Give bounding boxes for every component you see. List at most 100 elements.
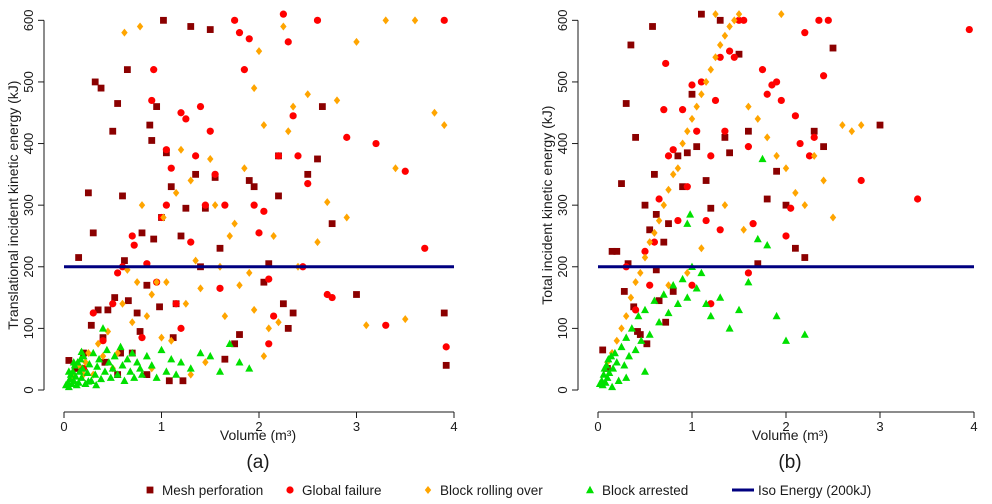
- data-point-square: [123, 66, 131, 74]
- data-point-triangle: [91, 370, 100, 378]
- data-point-triangle: [673, 299, 682, 307]
- data-point-square: [782, 201, 790, 209]
- data-point-circle: [177, 109, 185, 117]
- data-point-square: [652, 266, 660, 274]
- data-point-diamond: [250, 305, 258, 314]
- data-point-square: [304, 170, 312, 178]
- data-point-diamond: [99, 352, 107, 361]
- y-tick-label: 500: [21, 71, 36, 93]
- data-point-triangle: [620, 361, 629, 369]
- data-point-triangle: [753, 234, 762, 243]
- data-point-square: [624, 260, 632, 268]
- data-point-triangle: [147, 361, 156, 369]
- data-point-diamond: [655, 216, 663, 225]
- data-point-circle: [440, 16, 448, 24]
- data-point-triangle: [622, 373, 631, 381]
- data-point-triangle: [601, 378, 610, 386]
- data-point-square: [250, 183, 258, 191]
- data-point-triangle: [83, 368, 92, 376]
- y-tick-label: 100: [555, 318, 570, 340]
- data-point-square: [613, 247, 621, 255]
- data-point-circle: [328, 293, 336, 302]
- data-point-square: [698, 10, 705, 18]
- legend-diamond-swatch: [424, 486, 432, 494]
- data-point-diamond: [104, 327, 112, 336]
- data-point-triangle: [113, 370, 122, 378]
- x-tick-label: 3: [876, 419, 883, 434]
- data-point-square: [683, 149, 691, 157]
- data-point-square: [440, 309, 448, 317]
- data-point-square: [143, 371, 151, 378]
- data-point-square: [146, 121, 154, 129]
- data-point-triangle: [133, 358, 142, 366]
- data-point-triangle: [106, 373, 115, 381]
- data-point-square: [630, 303, 638, 311]
- data-point-triangle: [84, 377, 93, 385]
- data-point-square: [314, 155, 321, 163]
- panel-b: 0 100 200 300 400 500 600 0 1 2 3 4 Total incident k…: [539, 9, 978, 473]
- data-point-circle: [150, 66, 158, 74]
- data-point-circle: [820, 72, 828, 80]
- data-point-square: [599, 346, 607, 354]
- series-mesh-perforation: [65, 16, 450, 385]
- data-point-square: [763, 195, 771, 203]
- data-point-triangle: [102, 345, 111, 354]
- data-point-diamond: [163, 278, 170, 287]
- data-point-circle: [805, 152, 814, 160]
- data-point-circle: [660, 106, 668, 114]
- data-point-circle: [260, 207, 268, 215]
- data-point-square: [156, 303, 163, 311]
- data-point-square: [662, 318, 670, 326]
- data-point-diamond: [158, 333, 165, 342]
- data-point-diamond: [138, 201, 146, 210]
- data-point-square: [876, 121, 884, 129]
- data-point-diamond: [260, 352, 268, 361]
- data-point-diamond: [172, 188, 180, 197]
- data-point-circle: [177, 324, 185, 332]
- data-point-circle: [777, 96, 785, 105]
- data-point-circle: [216, 284, 224, 292]
- data-point-square: [649, 23, 656, 30]
- data-point-triangle: [602, 361, 611, 369]
- x-tick-label: 4: [450, 419, 457, 434]
- data-point-circle: [382, 321, 390, 329]
- data-point-circle: [250, 201, 258, 209]
- data-point-diamond: [431, 108, 438, 117]
- data-point-triangle: [123, 354, 132, 363]
- data-point-square: [221, 355, 229, 363]
- data-point-diamond: [246, 268, 253, 277]
- data-point-diamond: [94, 339, 102, 348]
- data-point-square: [133, 309, 141, 317]
- data-point-triangle: [95, 354, 104, 363]
- data-point-circle: [857, 176, 865, 185]
- data-point-diamond: [187, 370, 194, 379]
- data-point-circle: [421, 244, 429, 252]
- series-mesh-perforation: [599, 10, 884, 372]
- y-tick-label: 0: [21, 386, 36, 393]
- data-point-diamond: [674, 164, 682, 173]
- data-point-square: [177, 232, 185, 240]
- data-point-triangle: [669, 281, 678, 289]
- data-point-diamond: [255, 47, 263, 56]
- data-point-diamond: [168, 336, 175, 345]
- data-point-diamond: [280, 22, 287, 31]
- legend-circle-swatch: [286, 486, 294, 494]
- data-point-square: [245, 177, 253, 184]
- data-point-circle: [815, 16, 823, 24]
- data-point-diamond: [670, 170, 677, 179]
- data-point-square: [231, 340, 239, 348]
- data-point-diamond: [411, 16, 419, 25]
- data-point-circle: [109, 300, 117, 308]
- data-point-square: [275, 192, 282, 200]
- data-point-triangle: [235, 358, 244, 366]
- data-point-triangle: [167, 354, 176, 363]
- data-point-square: [632, 133, 639, 141]
- data-point-triangle: [100, 367, 109, 375]
- y-tick-label: 100: [21, 318, 36, 340]
- data-point-circle: [372, 139, 380, 148]
- data-point-diamond: [698, 244, 705, 253]
- data-point-triangle: [118, 361, 127, 369]
- data-point-diamond: [197, 284, 204, 293]
- data-point-square: [820, 143, 827, 151]
- data-point-square: [669, 288, 677, 295]
